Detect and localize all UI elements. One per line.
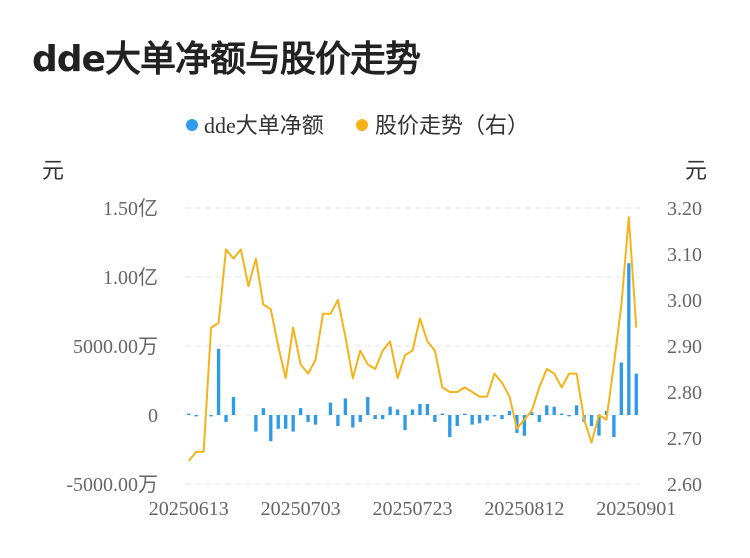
bar xyxy=(425,403,430,415)
bar xyxy=(500,415,504,420)
chart-title: dde大单净额与股价走势 xyxy=(32,39,421,80)
left-axis-unit: 元 xyxy=(42,158,64,183)
bar xyxy=(634,373,638,415)
bar xyxy=(507,410,512,415)
left-tick-label: 0 xyxy=(148,405,158,427)
bar xyxy=(351,415,355,428)
bar xyxy=(380,415,385,420)
bar xyxy=(216,348,221,415)
bar xyxy=(552,406,556,415)
legend-marker-price xyxy=(356,119,368,131)
axes: -5000.00万 0 5000.00万 1.00亿 1.50亿 2.60 2.70 2.80… xyxy=(42,158,707,520)
bar xyxy=(560,413,564,415)
grid-lines xyxy=(185,207,640,485)
line-series xyxy=(187,216,638,462)
bar-series xyxy=(187,263,638,442)
bar xyxy=(455,415,459,427)
right-tick-label: 3.00 xyxy=(667,290,702,312)
bar xyxy=(567,415,571,417)
bar xyxy=(254,415,258,432)
bar xyxy=(589,415,594,427)
legend-label-dde: dde大单净额 xyxy=(204,113,324,138)
bar xyxy=(612,415,616,438)
right-axis-unit: 元 xyxy=(685,158,707,183)
bar xyxy=(336,415,340,427)
bar xyxy=(306,415,310,422)
left-tick-label: -5000.00万 xyxy=(66,474,158,496)
bar xyxy=(261,408,265,415)
bar xyxy=(284,415,288,429)
bar xyxy=(373,415,377,420)
bar xyxy=(440,413,445,415)
bar xyxy=(276,415,280,429)
right-tick-label: 3.10 xyxy=(667,244,702,266)
bar xyxy=(597,415,601,436)
x-tick-label: 20250812 xyxy=(484,498,564,520)
bar xyxy=(298,408,303,415)
bar xyxy=(522,415,527,436)
x-tick-label: 20250901 xyxy=(596,498,676,520)
left-tick-label: 1.50亿 xyxy=(103,197,158,220)
bar xyxy=(410,409,415,415)
bar xyxy=(395,409,400,415)
bar xyxy=(343,398,348,415)
bar xyxy=(627,263,631,415)
bar xyxy=(492,415,497,417)
bar xyxy=(328,402,333,415)
bar xyxy=(530,412,534,415)
bar xyxy=(366,397,370,415)
bar xyxy=(485,415,489,421)
legend-marker-dde xyxy=(186,119,198,131)
left-tick-label: 5000.00万 xyxy=(73,336,158,358)
left-tick-label: 1.00亿 xyxy=(103,266,158,289)
price-line xyxy=(187,216,638,462)
bar xyxy=(619,362,624,415)
legend: dde大单净额 股价走势（右） xyxy=(186,113,529,138)
right-tick-label: 3.20 xyxy=(667,198,702,220)
bar xyxy=(388,406,392,415)
bar xyxy=(194,415,198,417)
bar xyxy=(418,403,422,415)
bar xyxy=(231,397,236,415)
bar xyxy=(433,415,437,422)
right-tick-label: 2.60 xyxy=(667,474,702,496)
right-tick-label: 2.90 xyxy=(667,336,702,358)
x-tick-label: 20250613 xyxy=(149,498,229,520)
right-tick-label: 2.80 xyxy=(667,382,702,404)
bar xyxy=(291,415,295,432)
bar xyxy=(403,415,407,431)
bar xyxy=(448,415,452,438)
bar xyxy=(269,415,273,442)
bar xyxy=(463,413,467,415)
bar xyxy=(209,415,213,417)
bar xyxy=(515,415,519,433)
bar xyxy=(470,415,474,425)
bar xyxy=(313,415,318,425)
bar xyxy=(537,415,541,422)
x-tick-label: 20250703 xyxy=(261,498,341,520)
bar xyxy=(358,415,362,422)
bar xyxy=(574,405,579,415)
x-tick-label: 20250723 xyxy=(373,498,453,520)
bar xyxy=(224,415,228,422)
bar xyxy=(187,413,191,415)
bar xyxy=(545,405,549,415)
bar xyxy=(477,415,482,424)
legend-label-price: 股价走势（右） xyxy=(375,113,529,138)
right-tick-label: 2.70 xyxy=(667,428,702,450)
